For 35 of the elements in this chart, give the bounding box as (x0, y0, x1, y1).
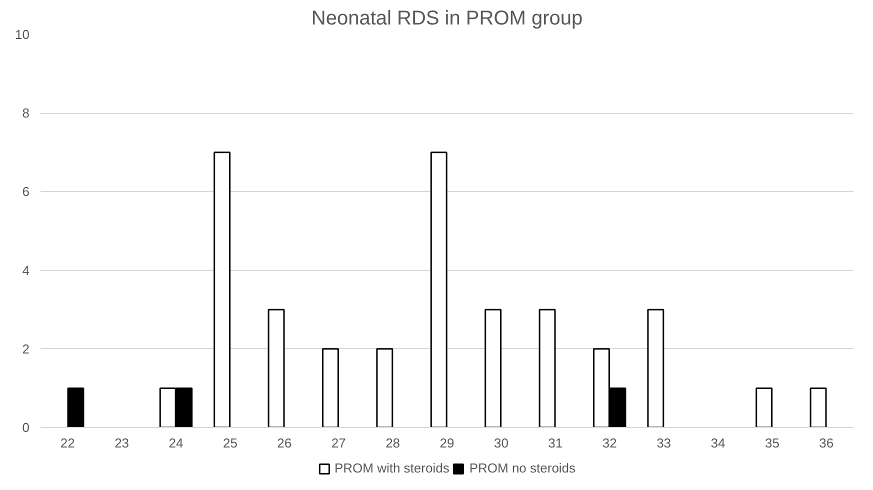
y-tick-label: 8 (22, 106, 30, 121)
bar (538, 308, 556, 428)
bar (810, 387, 827, 428)
bar (214, 152, 231, 428)
x-tick-label: 35 (764, 436, 780, 450)
bar (67, 387, 84, 428)
x-tick-label: 24 (168, 436, 184, 450)
bar (322, 348, 339, 428)
y-tick-label: 6 (22, 184, 30, 200)
x-tick-label: 33 (656, 436, 672, 450)
bar (484, 308, 502, 428)
legend-label: PROM with steroids (334, 460, 450, 476)
x-tick-label: 36 (819, 436, 834, 450)
x-tick-label: 22 (60, 436, 75, 450)
x-tick-label: 30 (494, 436, 508, 450)
x-tick-label: 29 (440, 436, 454, 450)
x-tick-label: 25 (222, 436, 238, 450)
bar (647, 308, 664, 428)
x-tick-label: 32 (602, 436, 617, 450)
bar (430, 152, 448, 428)
x-tick-label: 27 (331, 436, 346, 450)
bar (376, 348, 394, 428)
x-tick-label: 23 (114, 436, 130, 450)
x-tick-label: 26 (277, 436, 292, 450)
y-tick-label: 10 (15, 27, 30, 42)
bar (268, 308, 285, 428)
bar (756, 387, 773, 428)
x-tick-label: 34 (710, 436, 726, 450)
chart-title: Neonatal RDS in PROM group (311, 8, 583, 30)
legend-label: PROM no steroids (469, 460, 576, 476)
x-tick-label: 31 (548, 436, 563, 450)
y-tick-label: 4 (22, 262, 30, 278)
x-tick-label: 28 (386, 436, 400, 450)
y-tick-label: 2 (22, 341, 30, 356)
y-tick-label: 0 (22, 420, 30, 435)
